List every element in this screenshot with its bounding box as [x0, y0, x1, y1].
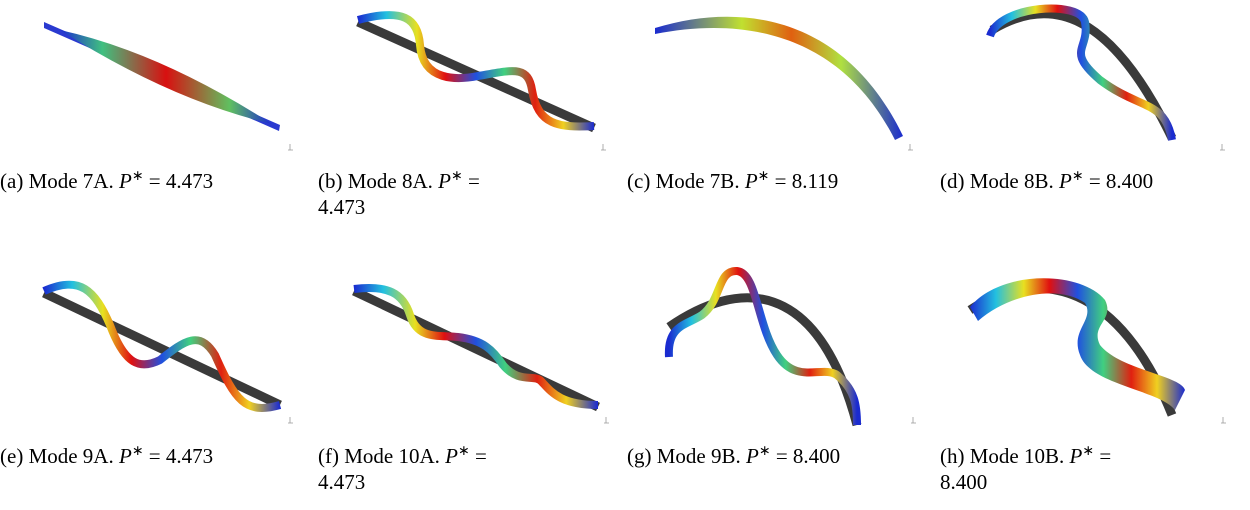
subfigure: (f) Mode 10A. P∗ = 4.473 [318, 265, 630, 495]
symbol: P [746, 444, 759, 468]
caption-text: Mode 9B. [656, 444, 741, 468]
beam-image [356, 11, 606, 151]
caption: (f) Mode 10A. P∗ = 4.473 [318, 439, 623, 495]
symbol: P [118, 444, 132, 468]
caption-text: Mode 9A. [28, 444, 114, 468]
label: (b) [318, 169, 343, 193]
symbol: P [438, 169, 451, 193]
value: 4.473 [165, 444, 214, 468]
equals: = [774, 169, 787, 193]
label: (g) [627, 444, 652, 468]
value: 8.119 [791, 169, 839, 193]
equals: = [148, 444, 161, 468]
caption: (c) Mode 7B. P∗ = 8.119 [627, 164, 939, 194]
beam-image [967, 278, 1226, 424]
superscript: ∗ [1071, 169, 1084, 184]
symbol: P [118, 169, 132, 193]
beam-image [986, 4, 1225, 151]
superscript: ∗ [457, 444, 470, 459]
subfigure: (e) Mode 9A. P∗ = 4.473 [0, 265, 312, 469]
subfigure: (h) Mode 10B. P∗ = 8.400 [940, 265, 1250, 495]
caption-text: Mode 8A. [347, 169, 433, 193]
label: (f) [318, 444, 339, 468]
beam-image [44, 22, 293, 151]
subfigure: (c) Mode 7B. P∗ = 8.119 [627, 0, 939, 194]
value: 4.473 [318, 470, 366, 494]
superscript: ∗ [131, 444, 144, 459]
symbol: P [445, 444, 458, 468]
superscript: ∗ [757, 169, 770, 184]
caption-text: Mode 7A. [28, 169, 114, 193]
caption-text: Mode 8B. [969, 169, 1054, 193]
caption: (b) Mode 8A. P∗ = 4.473 [318, 164, 623, 220]
subfigure: (a) Mode 7A. P∗ = 4.473 [0, 0, 312, 194]
value: 8.400 [940, 470, 988, 494]
equals: = [1099, 444, 1112, 468]
equals: = [148, 169, 161, 193]
label: (c) [627, 169, 651, 193]
superscript: ∗ [758, 444, 771, 459]
label: (e) [0, 444, 24, 468]
subfigure: (d) Mode 8B. P∗ = 8.400 [940, 0, 1250, 194]
value: 8.400 [792, 444, 841, 468]
superscript: ∗ [1082, 444, 1095, 459]
symbol: P [1069, 444, 1083, 468]
label: (d) [940, 169, 965, 193]
caption: (d) Mode 8B. P∗ = 8.400 [940, 164, 1250, 194]
caption-text: Mode 10B. [969, 444, 1065, 468]
superscript: ∗ [131, 169, 144, 184]
caption-text: Mode 10A. [344, 444, 440, 468]
caption: (g) Mode 9B. P∗ = 8.400 [627, 439, 939, 469]
subfigure: (g) Mode 9B. P∗ = 8.400 [627, 265, 939, 469]
label: (h) [940, 444, 965, 468]
symbol: P [1059, 169, 1072, 193]
superscript: ∗ [451, 169, 463, 184]
symbol: P [744, 169, 758, 193]
value: 4.473 [318, 195, 366, 219]
equals: = [467, 169, 480, 193]
equals: = [474, 444, 487, 468]
equals: = [1088, 169, 1101, 193]
beam-image [352, 284, 609, 424]
equals: = [775, 444, 788, 468]
caption: (e) Mode 9A. P∗ = 4.473 [0, 439, 312, 469]
value: 4.473 [165, 169, 214, 193]
caption-text: Mode 7B. [655, 169, 740, 193]
caption: (h) Mode 10B. P∗ = 8.400 [940, 439, 1245, 495]
beam-image [655, 16, 913, 151]
value: 8.400 [1105, 169, 1154, 193]
subfigure: (b) Mode 8A. P∗ = 4.473 [318, 0, 630, 220]
beam-image [42, 280, 293, 424]
label: (a) [0, 169, 24, 193]
beam-image [664, 267, 916, 427]
caption: (a) Mode 7A. P∗ = 4.473 [0, 164, 312, 194]
